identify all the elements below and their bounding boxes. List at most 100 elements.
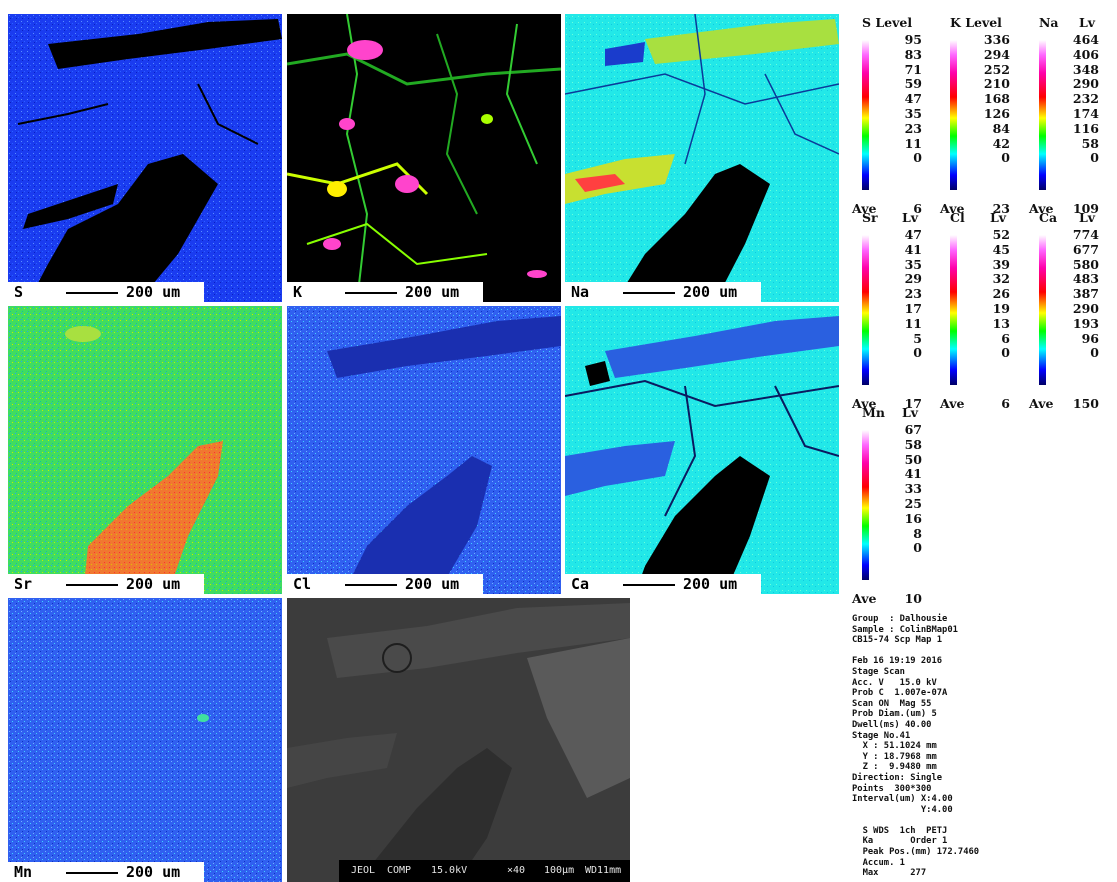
legend-tick: 11 — [904, 135, 922, 151]
sr-map-image — [8, 306, 282, 594]
color-scale-bar — [950, 235, 957, 385]
legend-tick: 45 — [992, 241, 1010, 257]
legend-tick: 67 — [904, 422, 922, 437]
scale-line — [66, 292, 118, 294]
scale-bar: Na 200 um — [565, 282, 761, 302]
legend-ticks: 774 677 580 483 387 290 193 96 0 — [1039, 227, 1099, 361]
map-tile-sr: Sr 200 um — [8, 306, 282, 594]
legend-tick: 23 — [904, 120, 922, 136]
map-tile-s: S 200 um — [8, 14, 282, 302]
legend-tick: 96 — [1081, 330, 1099, 346]
legend-tick: 71 — [904, 61, 922, 77]
legend-title: Sr — [862, 210, 878, 225]
legend-tick: 39 — [992, 256, 1010, 272]
legend-tick: 35 — [904, 105, 922, 121]
metadata-line: S WDS 1ch PETJ — [852, 825, 948, 836]
legend-tick: 483 — [1072, 271, 1099, 287]
legend-tick: 50 — [904, 451, 922, 467]
legend-tick: 290 — [1072, 76, 1099, 92]
legend-tick: 774 — [1072, 227, 1099, 242]
scale-bar: Sr 200 um — [8, 574, 204, 594]
sem-scale: 100μm — [544, 865, 575, 876]
k-map-image — [287, 14, 561, 302]
scale-line — [66, 584, 118, 586]
map-tile-na: Na 200 um — [565, 14, 839, 302]
legend-ticks: 47 41 35 29 23 17 11 5 0 — [862, 227, 922, 361]
legend-tick: 41 — [904, 466, 922, 482]
element-label: Ca — [571, 575, 590, 593]
scale-bar: Ca 200 um — [565, 574, 761, 594]
average-value: 10 — [904, 591, 922, 606]
legend-title: S Level — [862, 15, 913, 30]
legend-tick: 232 — [1072, 91, 1099, 107]
scale-line — [66, 872, 118, 874]
average-value: 6 — [1001, 396, 1010, 411]
metadata-line: Stage No.41 — [852, 730, 911, 741]
scale-length: 200 um — [126, 283, 181, 301]
metadata-line: X : 51.1024 mm — [852, 741, 937, 752]
legend-level-label: Lv — [1079, 15, 1096, 30]
legend-tick: 23 — [904, 286, 922, 302]
sem-wd: WD11mm — [585, 865, 622, 876]
legend-title: Cl — [950, 210, 965, 225]
metadata-line: Group : Dalhousie — [852, 614, 948, 624]
legend-tick: 58 — [904, 436, 922, 452]
metadata-line — [852, 646, 979, 657]
legend-tick: 0 — [913, 150, 922, 166]
metadata-line: Feb 16 19:19 2016 — [852, 656, 943, 667]
average-label: Ave — [1029, 396, 1054, 411]
metadata-line: Prob Diam.(um) 5 — [852, 709, 937, 720]
legend-tick: 5 — [913, 330, 922, 346]
legend-tick: 35 — [904, 256, 922, 272]
element-label: Cl — [293, 575, 312, 593]
mn-map-image — [8, 598, 282, 882]
legend-title: Mn — [862, 405, 885, 420]
average-value: 6 — [913, 201, 922, 216]
legend-tick: 84 — [992, 120, 1010, 136]
element-label: Na — [571, 283, 590, 301]
legend-tick: 33 — [904, 481, 922, 497]
element-label: Sr — [14, 575, 33, 593]
metadata-line: Interval(um) X:4.00 — [852, 794, 953, 805]
scale-length: 200 um — [683, 575, 738, 593]
map-tile-ca: Ca 200 um — [565, 306, 839, 594]
legend-tick: 0 — [913, 540, 922, 556]
legend-tick: 174 — [1072, 105, 1099, 121]
color-scale-bar — [862, 40, 869, 190]
legend-tick: 42 — [992, 135, 1010, 151]
legend-tick: 348 — [1072, 61, 1099, 77]
legend-tick: 210 — [983, 76, 1010, 92]
legend-tick: 168 — [983, 91, 1010, 107]
legend-ticks: 95 83 71 59 47 35 23 11 0 — [862, 32, 922, 166]
sem-mode: COMP — [387, 865, 412, 876]
color-scale-bar — [1039, 235, 1046, 385]
legend-tick: 58 — [1081, 135, 1099, 151]
legend-level-label: Lv — [990, 210, 1007, 225]
legend-ticks: 67 58 50 41 33 25 16 8 0 — [862, 422, 922, 556]
legend-tick: 59 — [904, 76, 922, 92]
scale-bar: Cl 200 um — [287, 574, 483, 594]
legend-tick: 6 — [1001, 330, 1010, 346]
color-scale-bar — [862, 235, 869, 385]
metadata-line: Y:4.00 — [852, 804, 953, 815]
scale-line — [623, 292, 675, 294]
legend-tick: 0 — [913, 345, 922, 361]
map-tile-mn: Mn 200 um — [8, 598, 282, 882]
metadata-line: Points 300*300 — [852, 783, 932, 794]
map-tile-k: K 200 um — [287, 14, 561, 302]
legend-level-label: Lv — [902, 405, 919, 420]
sem-backscatter-image — [287, 598, 630, 882]
legend-tick: 336 — [983, 32, 1010, 47]
legend-tick: 52 — [992, 227, 1010, 242]
average-label: Ave — [1029, 201, 1054, 216]
ca-map-image — [565, 306, 839, 594]
legend-tick: 8 — [913, 525, 922, 541]
scale-line — [623, 584, 675, 586]
sem-info-bar: JEOL COMP 15.0kV ×40 100μm WD11mm — [339, 860, 630, 882]
legend-title: Na — [1039, 15, 1059, 30]
s-map-image — [8, 14, 282, 302]
element-label: K — [293, 283, 303, 301]
color-scale-bar — [1039, 40, 1046, 190]
average-label: Ave — [940, 201, 965, 216]
metadata-line — [852, 815, 979, 826]
